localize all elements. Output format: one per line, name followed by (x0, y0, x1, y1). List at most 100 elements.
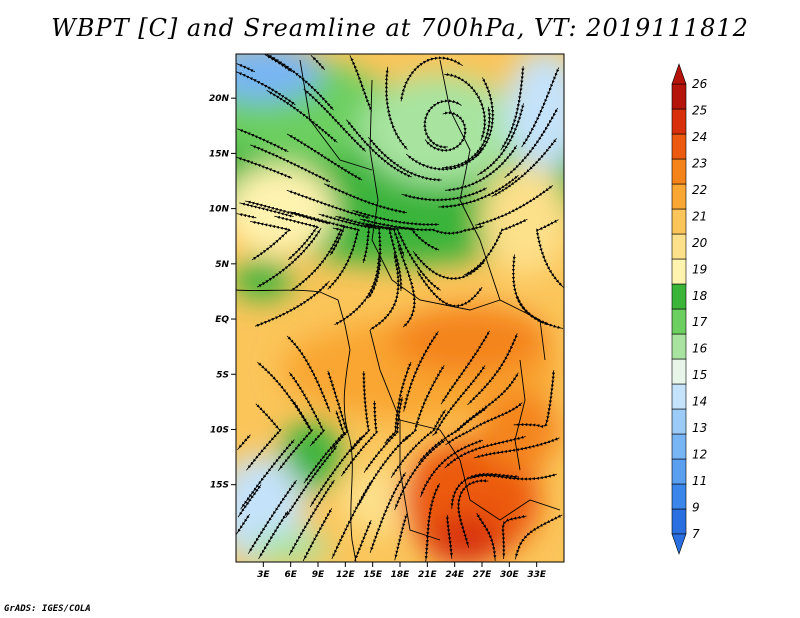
lon-tick-label: 6E (284, 570, 297, 580)
colorbar-swatch (671, 358, 687, 385)
border-central-1 (391, 279, 501, 311)
colorbar-label: 14 (692, 395, 707, 409)
streamline (309, 435, 363, 508)
lat-tick-label: 10N (209, 205, 230, 215)
colorbar-top-arrow (671, 63, 687, 85)
colorbar-label: 22 (692, 183, 707, 197)
colorbar-swatch (671, 133, 687, 160)
lon-tick-label: 21E (418, 570, 438, 580)
shading-light-green-vortex (360, 75, 520, 185)
colorbar-swatch (671, 433, 687, 460)
colorbar-label: 12 (692, 448, 707, 462)
grads-credit: GrADS: IGES/COLA (4, 604, 91, 614)
lon-tick-label: 18E (391, 570, 411, 580)
colorbar-label: 25 (692, 103, 707, 117)
streamline (254, 280, 330, 327)
colorbar-swatch (671, 233, 687, 260)
colorbar-swatch (671, 283, 687, 310)
streamline (535, 219, 564, 288)
streamline (424, 483, 441, 562)
streamline (469, 473, 557, 481)
border-north-3 (439, 59, 481, 241)
streamlines (236, 54, 564, 562)
shading-blue-nw (236, 54, 322, 102)
colorbar-label: 7 (692, 527, 700, 541)
border-north-2 (299, 59, 373, 171)
lon-tick-label: 3E (257, 570, 270, 580)
shading-deep-red (425, 515, 505, 562)
colorbar-label: 23 (692, 156, 707, 170)
lat-tick-label: 5S (216, 370, 229, 380)
border-great-lakes (514, 359, 526, 471)
colorbar-label: 16 (692, 342, 708, 356)
colorbar-label: 15 (692, 368, 707, 382)
colorbar-swatch (671, 508, 687, 535)
streamline (416, 270, 483, 308)
streamline (515, 295, 564, 329)
colorbar-label: 18 (692, 289, 708, 303)
lon-tick-label: 15E (363, 570, 383, 580)
coastline-gulf (236, 289, 351, 351)
streamline (445, 514, 453, 559)
streamline (476, 513, 497, 561)
latitude-axis: 20N 15N 10N 5N EQ 5S 10S 15S (209, 94, 236, 491)
colorbar-bottom-arrow (671, 533, 687, 555)
shading-dark-orange-east (390, 305, 550, 375)
lat-tick-label: EQ (215, 315, 229, 325)
shading-green-gulf (236, 260, 292, 300)
streamline (236, 63, 256, 73)
streamline (354, 520, 372, 562)
colorbar-swatch (671, 408, 687, 435)
border-north-1 (369, 79, 393, 281)
lat-tick-label: 20N (209, 94, 230, 104)
lat-tick-label: 10S (210, 425, 229, 435)
streamline (367, 136, 442, 182)
lon-tick-label: 9E (312, 570, 325, 580)
streamline (258, 510, 289, 560)
colorbar-label: 17 (692, 315, 708, 329)
colorbar-label: 13 (692, 421, 707, 435)
streamline (236, 513, 251, 535)
streamline (240, 439, 295, 510)
map-title: WBPT [C] and Sreamline at 700hPa, VT: 20… (51, 14, 749, 42)
colorbar-swatch (671, 458, 687, 485)
lat-tick-label: 15N (209, 149, 230, 159)
streamline (475, 185, 554, 226)
colorbar-swatch (671, 108, 687, 135)
colorbar-label: 24 (692, 130, 707, 144)
colorbar-swatch (671, 158, 687, 185)
colorbar: 7 9 11 12 13 14 15 16 17 18 19 20 21 22 23 24 25 26 (671, 63, 708, 555)
streamline (349, 55, 373, 112)
streamline (302, 508, 333, 562)
country-borders (236, 59, 561, 562)
lon-tick-label: 30E (500, 570, 520, 580)
colorbar-swatch (671, 208, 687, 235)
colorbar-label: 9 (692, 501, 700, 515)
border-south-east (459, 459, 561, 521)
streamline (514, 514, 563, 560)
colorbar-label: 26 (692, 77, 708, 91)
lat-tick-label: 5N (215, 260, 229, 270)
streamline (394, 513, 408, 561)
border-east-1 (479, 239, 546, 361)
border-south-1 (399, 420, 441, 541)
streamline (473, 437, 560, 459)
colorbar-swatch (671, 308, 687, 335)
colorbar-label: 20 (692, 236, 708, 250)
colorbar-swatch (671, 483, 687, 510)
colorbar-swatch (671, 333, 687, 360)
colorbar-swatch (671, 383, 687, 410)
colorbar-swatch (671, 183, 687, 210)
longitude-axis: 3E 6E 9E 12E 15E 18E 21E 24E 27E 30E 33E (257, 562, 547, 580)
lon-tick-label: 33E (527, 570, 547, 580)
lon-tick-label: 24E (445, 570, 465, 580)
shading-light-green-sw (250, 532, 330, 562)
lon-tick-label: 12E (336, 570, 356, 580)
lon-tick-label: 27E (473, 570, 493, 580)
colorbar-label: 11 (692, 474, 707, 488)
streamline (513, 370, 556, 429)
colorbar-swatch (671, 258, 687, 285)
colorbar-swatch (671, 83, 687, 110)
lat-tick-label: 15S (210, 481, 229, 491)
